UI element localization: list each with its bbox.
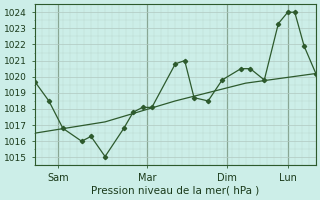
X-axis label: Pression niveau de la mer( hPa ): Pression niveau de la mer( hPa ) — [91, 186, 260, 196]
